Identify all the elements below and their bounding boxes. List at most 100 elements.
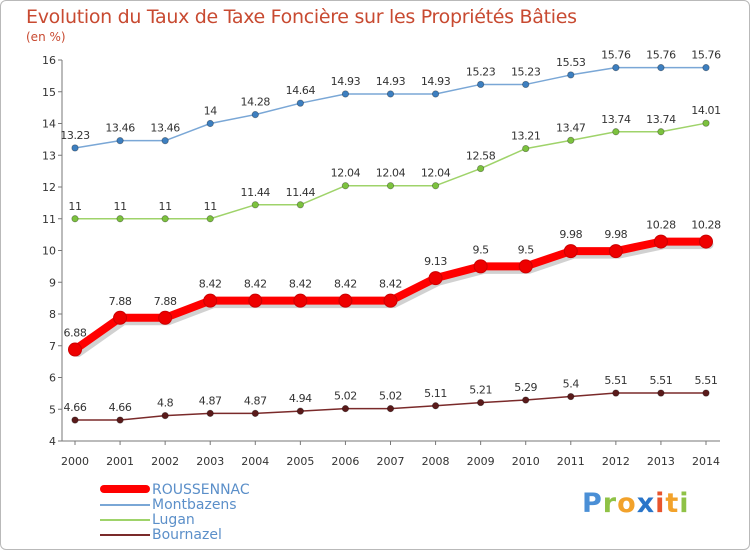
data-point	[251, 201, 259, 209]
data-point	[116, 416, 124, 424]
data-point	[248, 293, 263, 308]
x-tick-label: 2009	[467, 455, 495, 468]
data-label: 13.46	[150, 122, 180, 135]
data-label: 4.87	[244, 394, 267, 407]
data-label: 8.42	[244, 278, 267, 291]
y-tick-label: 4	[49, 435, 56, 448]
data-label: 11	[159, 200, 172, 213]
data-label: 15.23	[466, 65, 496, 78]
data-point	[296, 201, 304, 209]
data-label: 8.42	[289, 278, 312, 291]
data-point	[341, 182, 350, 190]
legend-label: Bournazel	[152, 527, 222, 543]
data-point	[522, 396, 530, 404]
data-point	[71, 144, 79, 152]
data-point	[657, 64, 665, 72]
data-label: 4.66	[109, 401, 132, 414]
legend-label: Lugan	[152, 512, 195, 528]
y-tick-label: 6	[49, 372, 56, 385]
data-point	[608, 244, 623, 259]
data-label: 15.23	[511, 65, 541, 78]
data-point	[612, 389, 620, 397]
data-point	[702, 64, 710, 72]
data-label: 9.5	[472, 243, 489, 256]
y-tick-label: 11	[42, 213, 56, 226]
legend-swatch-montbazens	[100, 504, 150, 506]
data-label: 13.47	[556, 121, 586, 134]
data-label: 9.98	[559, 228, 582, 241]
y-tick-label: 13	[42, 149, 56, 162]
data-point	[567, 71, 575, 79]
data-label: 13.21	[511, 130, 541, 143]
data-point	[296, 99, 304, 107]
data-point	[563, 244, 578, 259]
data-label: 11	[113, 200, 126, 213]
y-tick-label: 15	[42, 86, 56, 99]
data-label: 14.01	[691, 104, 721, 117]
data-label: 15.76	[601, 49, 631, 62]
y-tick-label: 14	[42, 118, 56, 131]
data-point	[657, 128, 665, 136]
x-tick-label: 2000	[61, 455, 89, 468]
data-point	[296, 407, 304, 415]
data-point	[206, 119, 214, 128]
data-point	[431, 182, 440, 190]
data-point	[251, 409, 259, 417]
y-tick-label: 7	[49, 340, 56, 353]
data-point	[71, 215, 79, 223]
data-point	[431, 90, 440, 98]
data-label: 7.88	[154, 295, 177, 308]
data-label: 5.02	[379, 390, 402, 403]
data-label: 12.04	[376, 167, 406, 180]
data-point	[522, 144, 530, 153]
data-point	[431, 402, 440, 410]
x-tick-label: 2011	[557, 455, 585, 468]
data-label: 9.5	[518, 243, 535, 256]
data-label: 12.04	[421, 167, 451, 180]
data-label: 11.44	[241, 186, 271, 199]
legend-swatch-bournazel	[100, 534, 150, 536]
x-tick-label: 2001	[106, 455, 134, 468]
data-label: 12.58	[466, 150, 496, 163]
data-point	[702, 119, 710, 127]
data-point	[522, 80, 530, 89]
data-label: 14.28	[241, 96, 271, 109]
data-label: 14.93	[376, 75, 406, 88]
x-tick-label: 2014	[692, 455, 720, 468]
data-label: 13.74	[601, 113, 631, 126]
data-label: 15.53	[556, 56, 586, 69]
x-tick-label: 2007	[377, 455, 405, 468]
chart-subtitle: (en %)	[26, 30, 66, 44]
data-point	[158, 310, 173, 325]
data-point	[702, 389, 710, 397]
data-label: 14.64	[286, 84, 316, 97]
data-point	[477, 164, 485, 173]
legend-swatch-roussennac	[100, 485, 150, 493]
legend-label: ROUSSENNAC	[152, 482, 250, 498]
data-point	[477, 80, 485, 89]
data-label: 10.28	[691, 219, 721, 232]
x-tick-label: 2004	[241, 455, 269, 468]
data-label: 5.21	[469, 384, 492, 397]
data-label: 8.42	[379, 278, 402, 291]
data-point	[657, 389, 665, 397]
data-point	[206, 215, 214, 223]
data-point	[113, 310, 128, 325]
data-point	[612, 64, 620, 72]
data-point	[116, 215, 124, 223]
data-point	[71, 416, 79, 424]
data-label: 13.74	[646, 113, 676, 126]
data-point	[293, 293, 308, 308]
x-tick-label: 2005	[286, 455, 314, 468]
data-label: 5.4	[563, 378, 580, 391]
data-label: 10.28	[646, 219, 676, 232]
data-label: 5.51	[649, 374, 672, 387]
data-point	[341, 405, 350, 413]
data-label: 9.98	[604, 228, 627, 241]
data-label: 14.93	[421, 75, 451, 88]
data-label: 5.51	[604, 374, 627, 387]
x-tick-label: 2008	[422, 455, 450, 468]
y-tick-label: 10	[42, 245, 56, 258]
y-tick-label: 9	[49, 276, 56, 289]
data-point	[116, 137, 124, 145]
